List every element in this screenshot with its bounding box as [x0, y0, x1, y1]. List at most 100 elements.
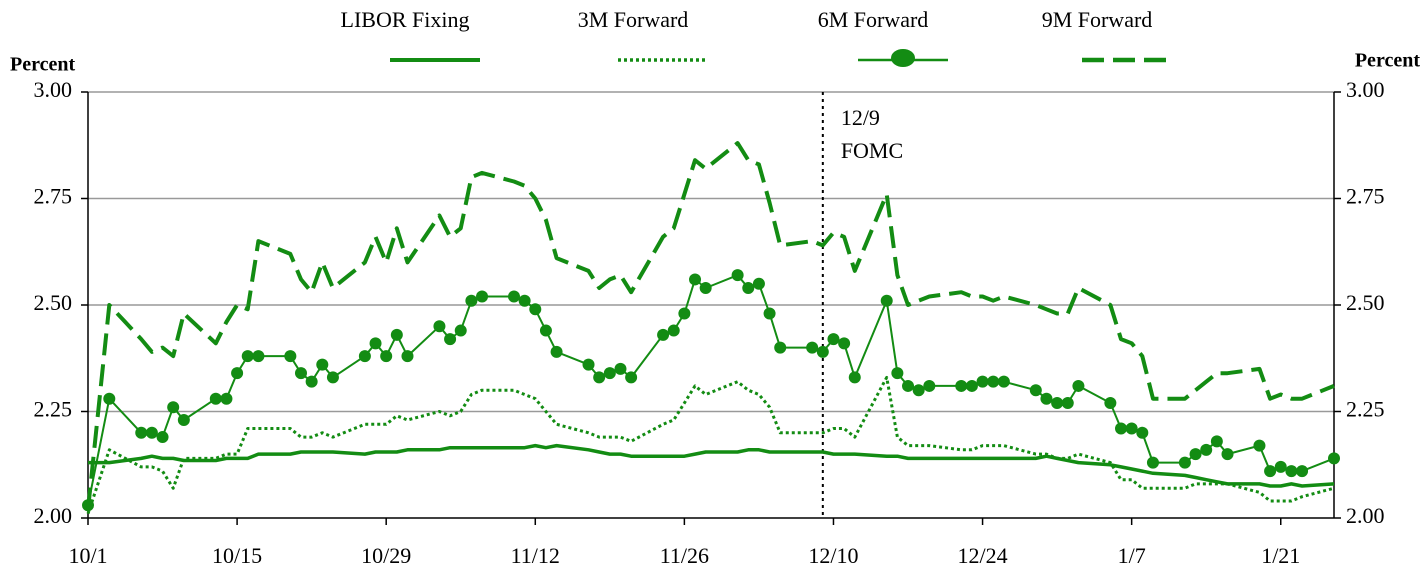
series-marker: [848, 371, 861, 384]
x-tick-label: 11/26: [660, 543, 709, 568]
annotation-text: FOMC: [841, 138, 903, 163]
series-marker: [614, 362, 627, 375]
series-marker: [731, 269, 744, 282]
series-marker: [763, 307, 776, 320]
series-marker: [1040, 392, 1053, 405]
legend-label: 9M Forward: [1042, 7, 1153, 32]
series-marker: [177, 414, 190, 427]
series-marker: [316, 358, 329, 371]
series-marker: [955, 379, 968, 392]
series-marker: [997, 375, 1010, 388]
series-marker: [603, 367, 616, 380]
series-marker: [401, 350, 414, 363]
series-marker: [1104, 396, 1117, 409]
series-marker: [742, 281, 755, 294]
series-marker: [220, 392, 233, 405]
series-marker: [912, 384, 925, 397]
series-marker: [827, 333, 840, 346]
series-marker: [380, 350, 393, 363]
series-marker: [774, 341, 787, 354]
series-marker: [465, 294, 478, 307]
series-line: [86, 141, 1335, 510]
series-marker: [1210, 435, 1223, 448]
x-tick-label: 12/24: [958, 543, 1008, 568]
series-marker: [145, 426, 158, 439]
series-marker: [678, 307, 691, 320]
y2-axis-label: Percent: [1355, 50, 1420, 72]
series-marker: [1178, 456, 1191, 469]
series-marker: [529, 303, 542, 316]
series-marker: [1253, 439, 1266, 452]
series-marker: [806, 341, 819, 354]
x-tick-label: 10/1: [68, 543, 107, 568]
series-marker: [582, 358, 595, 371]
series-line: [86, 375, 1335, 515]
series-marker: [625, 371, 638, 384]
series-marker: [976, 375, 989, 388]
series-marker: [667, 324, 680, 337]
series-marker: [699, 281, 712, 294]
y-tick-label: 3.00: [34, 77, 73, 102]
series-marker: [965, 379, 978, 392]
series-marker: [241, 350, 254, 363]
x-tick-label: 10/29: [361, 543, 411, 568]
y-tick-label: 2.00: [34, 503, 73, 528]
series-marker: [1328, 452, 1340, 465]
series-marker: [1072, 379, 1085, 392]
series-marker: [433, 320, 446, 333]
series-marker: [550, 345, 563, 358]
series-marker: [657, 328, 670, 341]
series-marker: [1200, 443, 1213, 456]
series-line: [88, 443, 1335, 488]
series-marker: [1285, 465, 1298, 478]
series-marker: [358, 350, 371, 363]
series-marker: [1296, 465, 1309, 478]
series-marker: [103, 392, 116, 405]
y2-tick-label: 2.50: [1346, 290, 1385, 315]
series-marker: [305, 375, 318, 388]
series-marker: [1125, 422, 1138, 435]
y-tick-label: 2.50: [34, 290, 73, 315]
series-marker: [689, 273, 702, 286]
series-marker: [209, 392, 222, 405]
series-marker: [231, 367, 244, 380]
series-marker: [284, 350, 297, 363]
series-marker: [135, 426, 148, 439]
y-tick-label: 2.25: [34, 397, 73, 422]
annotation-text: 12/9: [841, 105, 880, 130]
legend-marker: [891, 49, 915, 67]
series-marker: [167, 401, 180, 414]
series-marker: [1264, 465, 1277, 478]
series-marker: [1274, 460, 1287, 473]
series-marker: [880, 294, 893, 307]
series-marker: [1189, 448, 1202, 461]
x-tick-label: 1/7: [1118, 543, 1146, 568]
series-marker: [902, 379, 915, 392]
y2-tick-label: 2.25: [1346, 397, 1385, 422]
series-marker: [1146, 456, 1159, 469]
series-marker: [252, 350, 265, 363]
series-marker: [987, 375, 1000, 388]
y2-tick-label: 2.75: [1346, 184, 1385, 209]
series-marker: [539, 324, 552, 337]
series-marker: [593, 371, 606, 384]
series-marker: [1029, 384, 1042, 397]
series-marker: [1115, 422, 1128, 435]
legend-label: LIBOR Fixing: [341, 7, 470, 32]
series-marker: [294, 367, 307, 380]
x-tick-label: 10/15: [212, 543, 262, 568]
y-tick-label: 2.75: [34, 184, 73, 209]
series-marker: [752, 277, 765, 290]
series-marker: [1051, 396, 1064, 409]
series-marker: [326, 371, 339, 384]
series-marker: [1221, 448, 1234, 461]
series-marker: [507, 290, 520, 303]
legend-label: 6M Forward: [818, 7, 929, 32]
y2-tick-label: 3.00: [1346, 77, 1385, 102]
x-tick-label: 1/21: [1261, 543, 1300, 568]
x-tick-label: 12/10: [808, 543, 858, 568]
legend-label: 3M Forward: [578, 7, 689, 32]
series-marker: [518, 294, 531, 307]
series-marker: [891, 367, 904, 380]
